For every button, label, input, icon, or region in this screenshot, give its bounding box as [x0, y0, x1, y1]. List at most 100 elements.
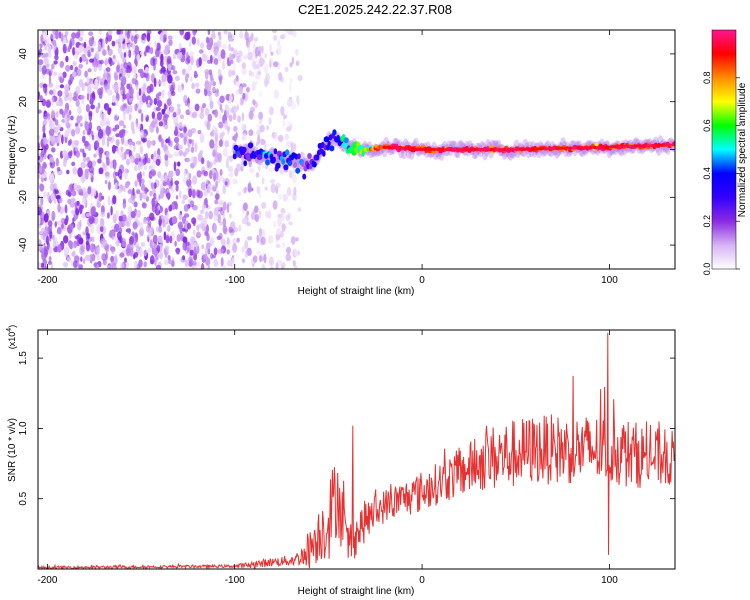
- spectrogram-cell: [273, 89, 279, 99]
- spectrogram-cell: [135, 58, 138, 67]
- spectrogram-cell: [115, 210, 119, 218]
- spectrogram-cell: [292, 192, 297, 201]
- spectrogram-cell: [104, 179, 108, 185]
- spectrogram-cell: [181, 199, 186, 205]
- spectrogram-cell: [282, 193, 288, 202]
- spectrogram-cell: [133, 251, 139, 258]
- spectrogram-cell: [155, 48, 160, 58]
- spectrogram-cell: [204, 231, 209, 236]
- spectrogram-cell: [183, 204, 189, 212]
- spectrogram-cell: [132, 221, 138, 230]
- spectrogram-cell: [286, 120, 292, 127]
- spectrogram-cell: [56, 226, 62, 235]
- spectrogram-cell: [113, 161, 117, 171]
- spectrogram-cell: [95, 149, 99, 155]
- spectrogram-cell: [343, 137, 349, 144]
- spectrogram-cell: [217, 213, 221, 224]
- spectrogram-cell: [642, 144, 647, 148]
- spectrogram-cell: [38, 230, 44, 235]
- spectrogram-cell: [80, 95, 85, 100]
- spectrogram-cell: [260, 138, 265, 145]
- spectrogram-cell: [54, 221, 57, 228]
- spectrogram-cell: [151, 197, 155, 208]
- spectrogram-cell: [163, 259, 169, 266]
- spectrogram-cell: [106, 130, 110, 137]
- spectrogram-cell: [213, 172, 217, 182]
- spectrogram-cell: [138, 248, 144, 258]
- spectrogram-cell: [61, 134, 64, 145]
- spectrogram-cell: [295, 60, 300, 67]
- spectrogram-cell: [219, 199, 224, 206]
- spectrogram-cell: [220, 108, 224, 114]
- spectrogram-cell: [144, 66, 149, 74]
- spectrogram-cell: [108, 57, 112, 65]
- spectrogram-cell: [285, 149, 290, 156]
- spectrogram-cell: [526, 147, 532, 151]
- spectrogram-cell: [97, 158, 102, 164]
- spectrogram-cell: [613, 145, 618, 149]
- spectrogram-cell: [153, 182, 157, 190]
- spectrogram-cell: [213, 247, 218, 256]
- spectrogram-cell: [133, 201, 138, 208]
- spectrogram-cell: [106, 73, 111, 83]
- spectrogram-cell: [248, 129, 254, 137]
- spectrogram-cell: [286, 98, 293, 108]
- spectrogram-cell: [105, 117, 110, 125]
- spectrogram-cell: [287, 30, 294, 35]
- spectrogram-cell: [191, 175, 198, 185]
- spectrogram-cell: [266, 125, 269, 130]
- spectrogram-cell: [43, 246, 49, 256]
- spectrogram-cell: [135, 84, 139, 91]
- snr-panel: -200 -100 0 100 0.5 1.0 1.5 Height of straigh…: [6, 325, 676, 597]
- spectrogram-cell: [609, 145, 614, 149]
- spectrogram-cell: [151, 111, 156, 120]
- spectrogram-cell: [152, 206, 156, 213]
- spectrogram-cell: [161, 108, 166, 115]
- spectrogram-cell: [100, 211, 106, 217]
- spectrogram-cell: [59, 108, 64, 115]
- spectrogram-cell: [205, 242, 211, 250]
- spectrogram-cell: [265, 159, 270, 166]
- spectrogram-cell: [149, 190, 153, 197]
- spectrogram-cell: [172, 65, 176, 71]
- spectrogram-cell: [179, 132, 184, 139]
- spectrogram-cell: [106, 138, 110, 148]
- spectrogram-cell: [97, 129, 104, 139]
- spectrogram-cell: [55, 111, 59, 118]
- spectrogram-cell: [510, 147, 515, 152]
- spectrogram-cell: [123, 52, 127, 58]
- spectrogram-cell: [187, 129, 193, 138]
- spectrogram-cell: [176, 52, 183, 60]
- colorbar-tick-label: 0.2: [702, 215, 712, 228]
- spectrogram-cell: [294, 264, 298, 269]
- spectrogram-cell: [139, 192, 143, 201]
- spectrogram-cell: [489, 147, 494, 152]
- colorbar-tick-label: 0.4: [702, 167, 712, 180]
- spectrogram-cell: [89, 172, 93, 178]
- spectrogram-cell: [64, 89, 68, 96]
- spectrogram-cell: [276, 227, 281, 236]
- spectrogram-cell: [132, 65, 137, 74]
- spectrogram-cell: [48, 128, 55, 136]
- spectrogram-cell: [261, 163, 267, 169]
- spectrogram-cell: [83, 140, 90, 147]
- spectrogram-cell: [275, 162, 281, 169]
- spectrogram-cell: [229, 155, 234, 163]
- spectrogram-cell: [287, 160, 293, 166]
- spectrogram-cell: [127, 205, 132, 215]
- spectrogram-cell: [114, 124, 120, 130]
- spectrogram-cell: [129, 236, 134, 245]
- spectrogram-cell: [201, 170, 207, 175]
- spectrogram-cell: [232, 237, 238, 245]
- spectrogram-cell: [237, 115, 241, 123]
- spectrogram-cell: [152, 234, 158, 245]
- spectrogram-cell: [68, 110, 72, 116]
- spectrogram-cell: [47, 52, 52, 59]
- spectrogram-y-tick-label: 0: [18, 146, 29, 152]
- spectrogram-cell: [193, 70, 198, 79]
- spectrogram-cell: [258, 165, 261, 172]
- spectrogram-cell: [248, 168, 255, 174]
- spectrogram-cell: [134, 260, 138, 269]
- spectrogram-cell: [96, 254, 100, 261]
- spectrogram-cell: [88, 165, 94, 174]
